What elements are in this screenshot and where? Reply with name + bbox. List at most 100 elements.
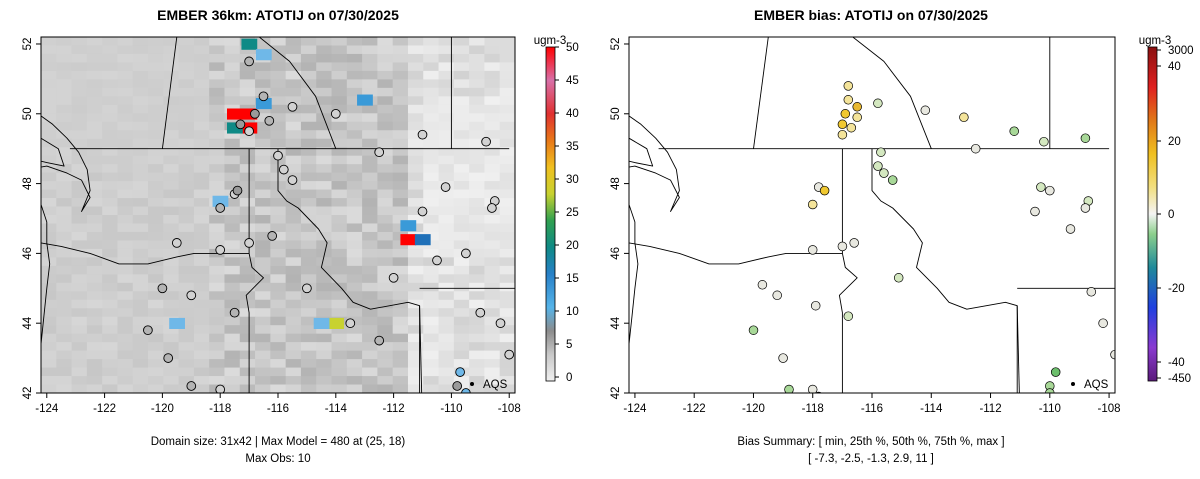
grid-cell bbox=[316, 45, 332, 55]
observation-point bbox=[215, 203, 226, 213]
grid-cell bbox=[331, 248, 348, 258]
grid-cell bbox=[209, 342, 225, 352]
grid-cell bbox=[148, 96, 164, 106]
grid-cell bbox=[469, 291, 485, 301]
grid-cell bbox=[209, 96, 225, 106]
grid-cell bbox=[362, 384, 378, 393]
grid-cell bbox=[239, 155, 256, 165]
grid-cell bbox=[117, 189, 134, 199]
grid-cell bbox=[285, 181, 302, 190]
grid-cell bbox=[117, 299, 134, 309]
grid-cell bbox=[423, 223, 439, 233]
grid-cell bbox=[56, 350, 72, 360]
grid-cell bbox=[178, 96, 195, 106]
grid-cell bbox=[178, 79, 195, 89]
grid-cell bbox=[71, 79, 88, 89]
grid-cell bbox=[346, 104, 363, 114]
grid-cell bbox=[270, 189, 287, 199]
grid-cell bbox=[132, 45, 149, 55]
grid-cell bbox=[407, 333, 424, 343]
bias-point bbox=[843, 95, 854, 105]
grid-cell bbox=[469, 181, 485, 190]
grid-cell bbox=[484, 181, 501, 190]
grid-cell bbox=[270, 367, 287, 377]
grid-cell bbox=[499, 367, 515, 377]
grid-cell bbox=[469, 206, 485, 216]
observation-point bbox=[186, 381, 197, 391]
grid-cell bbox=[377, 231, 394, 241]
grid-cell bbox=[423, 104, 439, 114]
grid-cell bbox=[224, 172, 241, 182]
grid-cell bbox=[239, 274, 256, 284]
grid-cell bbox=[484, 215, 501, 224]
grid-cell bbox=[285, 155, 302, 165]
grid-cell bbox=[300, 274, 317, 284]
grid-cell bbox=[224, 164, 241, 174]
grid-cell bbox=[453, 384, 470, 393]
grid-cell bbox=[484, 376, 501, 385]
hotspot-cell bbox=[241, 38, 258, 50]
grid-cell bbox=[362, 240, 378, 250]
grid-cell bbox=[193, 367, 210, 377]
grid-cell bbox=[71, 147, 88, 157]
grid-cell bbox=[193, 172, 210, 182]
grid-cell bbox=[178, 308, 195, 318]
grid-cell bbox=[407, 198, 424, 207]
grid-cell bbox=[117, 231, 134, 241]
grid-cell bbox=[148, 181, 164, 190]
grid-cell bbox=[148, 274, 164, 284]
grid-cell bbox=[392, 113, 409, 123]
bias-point bbox=[843, 81, 854, 91]
grid-cell bbox=[453, 308, 470, 318]
grid-cell bbox=[239, 138, 256, 148]
grid-cell bbox=[56, 104, 72, 114]
grid-cell bbox=[499, 359, 515, 368]
grid-cell bbox=[71, 189, 88, 199]
grid-cell bbox=[377, 367, 394, 377]
grid-cell bbox=[148, 350, 164, 360]
grid-cell bbox=[209, 155, 225, 165]
grid-cell bbox=[438, 342, 455, 352]
grid-cell bbox=[270, 265, 287, 275]
grid-cell bbox=[102, 172, 118, 182]
grid-cell bbox=[102, 376, 118, 385]
observation-point bbox=[432, 255, 442, 266]
observation-point bbox=[455, 367, 465, 377]
grid-cell bbox=[132, 130, 149, 140]
grid-cell bbox=[255, 231, 271, 241]
grid-cell bbox=[484, 172, 501, 182]
grid-cell bbox=[300, 308, 317, 318]
grid-cell bbox=[453, 37, 470, 46]
grid-cell bbox=[346, 206, 363, 216]
grid-cell bbox=[56, 206, 72, 216]
x-tick-label: -112 bbox=[383, 403, 405, 415]
grid-cell bbox=[132, 79, 149, 89]
colorbar-unit: ugm-3 bbox=[1139, 35, 1172, 47]
grid-cell bbox=[453, 130, 470, 140]
grid-cell bbox=[117, 37, 134, 46]
grid-cell bbox=[331, 223, 348, 233]
grid-cell bbox=[86, 172, 103, 182]
grid-cell bbox=[300, 189, 317, 199]
state-border bbox=[753, 37, 769, 149]
grid-cell bbox=[438, 62, 455, 72]
boundary-lines bbox=[629, 37, 1115, 393]
grid-cell bbox=[148, 138, 164, 148]
grid-cell bbox=[239, 62, 256, 72]
grid-cell bbox=[499, 291, 515, 301]
grid-cell bbox=[224, 257, 241, 267]
grid-cell bbox=[86, 282, 103, 292]
grid-cell bbox=[362, 299, 378, 309]
grid-cell bbox=[102, 53, 118, 63]
observation-point bbox=[302, 283, 312, 294]
grid-cell bbox=[423, 96, 439, 106]
grid-cell bbox=[453, 155, 470, 165]
grid-cell bbox=[423, 299, 439, 309]
hotspot-cell bbox=[227, 108, 243, 120]
grid-cell bbox=[255, 316, 271, 326]
observation-point bbox=[330, 108, 341, 119]
grid-cell bbox=[392, 367, 409, 377]
grid-cell bbox=[453, 257, 470, 267]
grid-cell bbox=[407, 325, 424, 335]
grid-cell bbox=[392, 299, 409, 309]
